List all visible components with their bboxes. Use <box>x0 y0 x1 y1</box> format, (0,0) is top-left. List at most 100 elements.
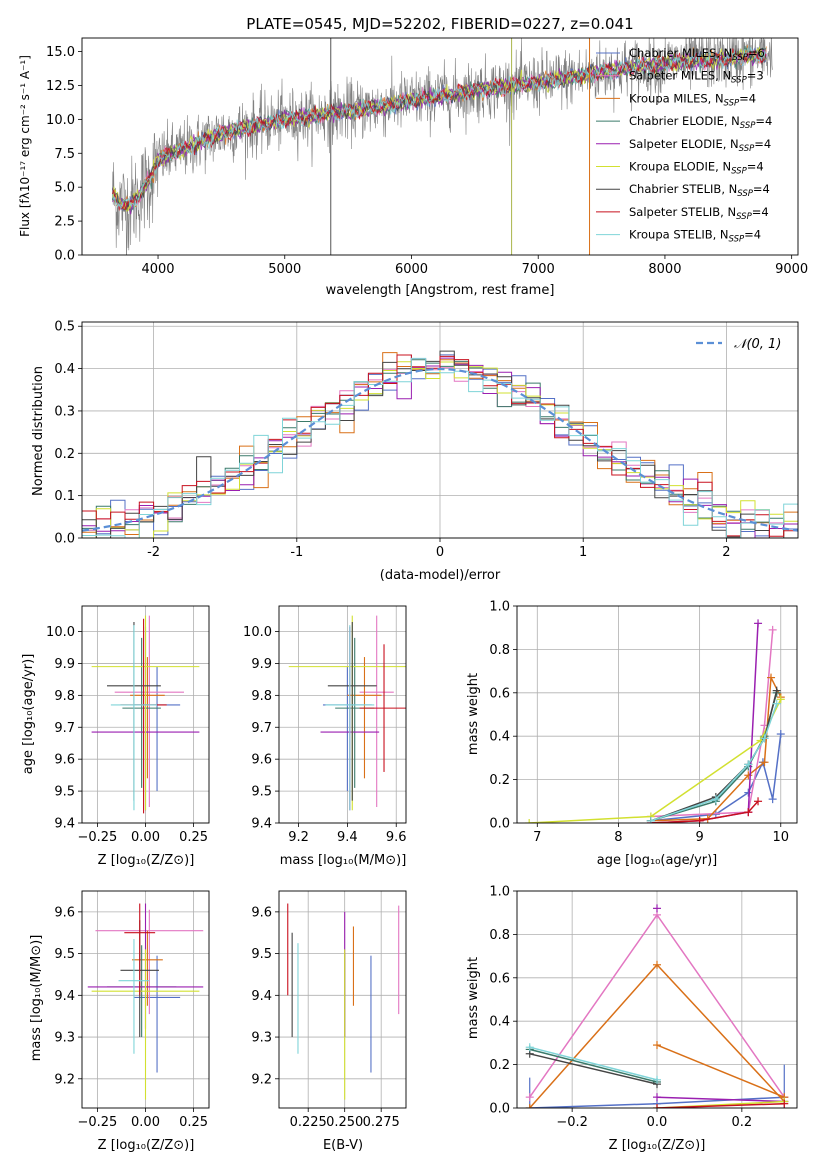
y-tick-label: 0.4 <box>489 1015 510 1030</box>
x-tick-label: −0.2 <box>556 1115 588 1130</box>
age-vs-mass-panel: 9.2 9.4 9.6 9.4 9.5 9.6 9.7 9.8 9.9 10.0 mass [lo… <box>243 605 407 868</box>
x-tick-label: −0.25 <box>77 1115 117 1130</box>
x-tick-label: 8 <box>614 830 622 845</box>
y-tick-label: 9.3 <box>54 1031 75 1046</box>
mass-weight-line <box>650 674 782 822</box>
y-tick-label: 9.5 <box>54 947 75 962</box>
mass-weight-line <box>529 698 782 823</box>
spectrum-plot-area: 4000 5000 6000 7000 8000 9000 0.0 2.5 5.0 7.5 10.0… <box>46 37 808 277</box>
axes-frame <box>81 321 799 539</box>
mass-weight-line <box>656 1096 785 1103</box>
x-tick-label: 0.225 <box>290 1115 327 1130</box>
legend-label-suffix: =4 <box>754 137 771 151</box>
y-tick-label: 9.9 <box>251 657 272 672</box>
legend-label-subscript: SSP <box>731 76 747 86</box>
x-tick-label: 9.6 <box>386 830 407 845</box>
y-tick-label: 0.4 <box>489 730 510 745</box>
mass-weight-line <box>529 1048 658 1083</box>
x-tick-label: 0.2 <box>732 1115 753 1130</box>
y-tick-label: 10.0 <box>46 625 75 640</box>
mass-weight-line <box>529 1053 658 1085</box>
residual-histograms <box>82 350 798 538</box>
mass-vs-EBV-x-label: E(B-V) <box>323 1138 363 1153</box>
legend-label-subscript: SSP <box>732 53 748 63</box>
y-tick-label: 0.5 <box>54 320 75 335</box>
age-vs-mass-x-label: mass [log₁₀(M/M⊙)] <box>280 853 407 868</box>
y-tick-label: 9.7 <box>54 721 75 736</box>
mass-weight-vs-age-plot-area: 7 8 9 10 0.0 0.2 0.4 0.6 0.8 1.0 <box>489 600 798 845</box>
x-tick-label: 9000 <box>775 262 808 277</box>
y-tick-label: 0.4 <box>54 362 75 377</box>
y-tick-label: 9.4 <box>251 989 272 1004</box>
axes-frame <box>516 605 798 824</box>
x-tick-label: 0.00 <box>131 1115 160 1130</box>
legend-label-subscript: SSP <box>731 167 747 177</box>
mass-weight-vs-Z-plot-area: −0.2 0.0 0.2 0.0 0.2 0.4 0.6 0.8 1.0 <box>489 885 798 1130</box>
y-tick-label: 0.0 <box>54 532 75 547</box>
x-tick-label: 0.25 <box>179 1115 208 1130</box>
mass-vs-Z-plot-area: −0.25 0.00 0.25 9.2 9.3 9.4 9.5 9.6 <box>54 890 210 1130</box>
legend-label-subscript: SSP <box>737 189 753 199</box>
error-bars <box>287 903 400 1100</box>
mass-weight-vs-age-x-label: age [log₁₀(age/yr)] <box>597 853 718 868</box>
mass-weight-line <box>650 733 782 822</box>
residuals-panel: -2 -1 0 1 2 0.0 0.1 0.2 0.3 0.4 0.5 𝒩(0, 1) (data-m… <box>31 320 799 583</box>
legend-label: Salpeter MILES, NSSP=3 <box>629 69 764 86</box>
mass-weight-line <box>656 1102 785 1108</box>
y-tick-label: 9.4 <box>54 989 75 1004</box>
legend-label: 𝒩(0, 1) <box>734 337 781 352</box>
mass-weight-line <box>650 623 759 823</box>
y-tick-label: 0.2 <box>489 1058 510 1073</box>
x-tick-label: 10 <box>772 830 789 845</box>
y-tick-label: 0.0 <box>489 1102 510 1117</box>
y-tick-label: 9.2 <box>54 1072 75 1087</box>
legend-label-suffix: =4 <box>747 160 764 174</box>
mass-weight-vs-Z-panel: −0.2 0.0 0.2 0.0 0.2 0.4 0.6 0.8 1.0 Z [log₁₀(Z/… <box>466 885 798 1153</box>
y-tick-label: 9.7 <box>251 721 272 736</box>
legend-label: Chabrier ELODIE, NSSP=4 <box>629 114 772 131</box>
normal-reference-curve <box>82 367 798 532</box>
x-tick-label: 2 <box>722 545 730 560</box>
mass-weight-line <box>650 629 774 818</box>
y-tick-label: 5.0 <box>54 181 75 196</box>
legend-label-suffix: =6 <box>748 46 765 60</box>
age-vs-Z-y-label: age [log₁₀(age/yr)] <box>21 654 36 775</box>
y-tick-label: 9.2 <box>251 1072 272 1087</box>
axes-frame <box>278 890 407 1109</box>
y-tick-label: 15.0 <box>46 45 75 60</box>
x-tick-label: -1 <box>290 545 303 560</box>
mass-vs-Z-panel: −0.25 0.00 0.25 9.2 9.3 9.4 9.5 9.6 Z [log₁₀(Z/… <box>29 890 210 1153</box>
legend-label-subscript: SSP <box>736 212 752 222</box>
error-bars <box>87 903 204 1100</box>
residual-histogram-line <box>82 357 798 538</box>
y-tick-label: 9.4 <box>251 817 272 832</box>
legend-label: Kroupa MILES, NSSP=4 <box>629 91 756 108</box>
mass-vs-Z-x-label: Z [log₁₀(Z/Z⊙)] <box>98 1138 195 1153</box>
residuals-y-label: Normed distribution <box>31 366 46 496</box>
legend-label: Salpeter STELIB, NSSP=4 <box>629 205 769 222</box>
mass-weight-line <box>650 800 759 823</box>
y-tick-label: 10.0 <box>243 625 272 640</box>
mass-weight-vs-age-y-label: mass weight <box>466 673 481 755</box>
model-spectrum-line <box>112 45 767 210</box>
x-tick-label: 7000 <box>522 262 555 277</box>
spectrum-panel: PLATE=0545, MJD=52202, FIBERID=0227, z=0… <box>18 15 808 298</box>
residual-histogram-line <box>82 354 798 537</box>
age-vs-mass-plot-area: 9.2 9.4 9.6 9.4 9.5 9.6 9.7 9.8 9.9 10.0 <box>243 605 407 845</box>
x-tick-label: -2 <box>147 545 160 560</box>
y-tick-label: 9.6 <box>54 753 75 768</box>
x-tick-label: 4000 <box>141 262 174 277</box>
residuals-x-label: (data-model)/error <box>380 568 501 583</box>
y-tick-label: 9.5 <box>54 785 75 800</box>
mass-weight-vs-Z-x-label: Z [log₁₀(Z/Z⊙)] <box>609 1138 706 1153</box>
spectrum-x-label: wavelength [Angstrom, rest frame] <box>326 283 555 298</box>
x-tick-label: 9 <box>695 830 703 845</box>
y-tick-label: 9.9 <box>54 657 75 672</box>
age-vs-Z-plot-area: −0.25 0.00 0.25 9.4 9.5 9.6 9.7 9.8 9.9 10.0 <box>46 605 210 845</box>
y-tick-label: 7.5 <box>54 147 75 162</box>
mass-vs-EBV-plot-area: 0.225 0.250 0.275 9.2 9.3 9.4 9.5 9.6 <box>251 890 407 1130</box>
y-tick-label: 0.0 <box>489 817 510 832</box>
x-tick-label: 9.2 <box>288 830 309 845</box>
x-tick-label: 0.275 <box>363 1115 400 1130</box>
